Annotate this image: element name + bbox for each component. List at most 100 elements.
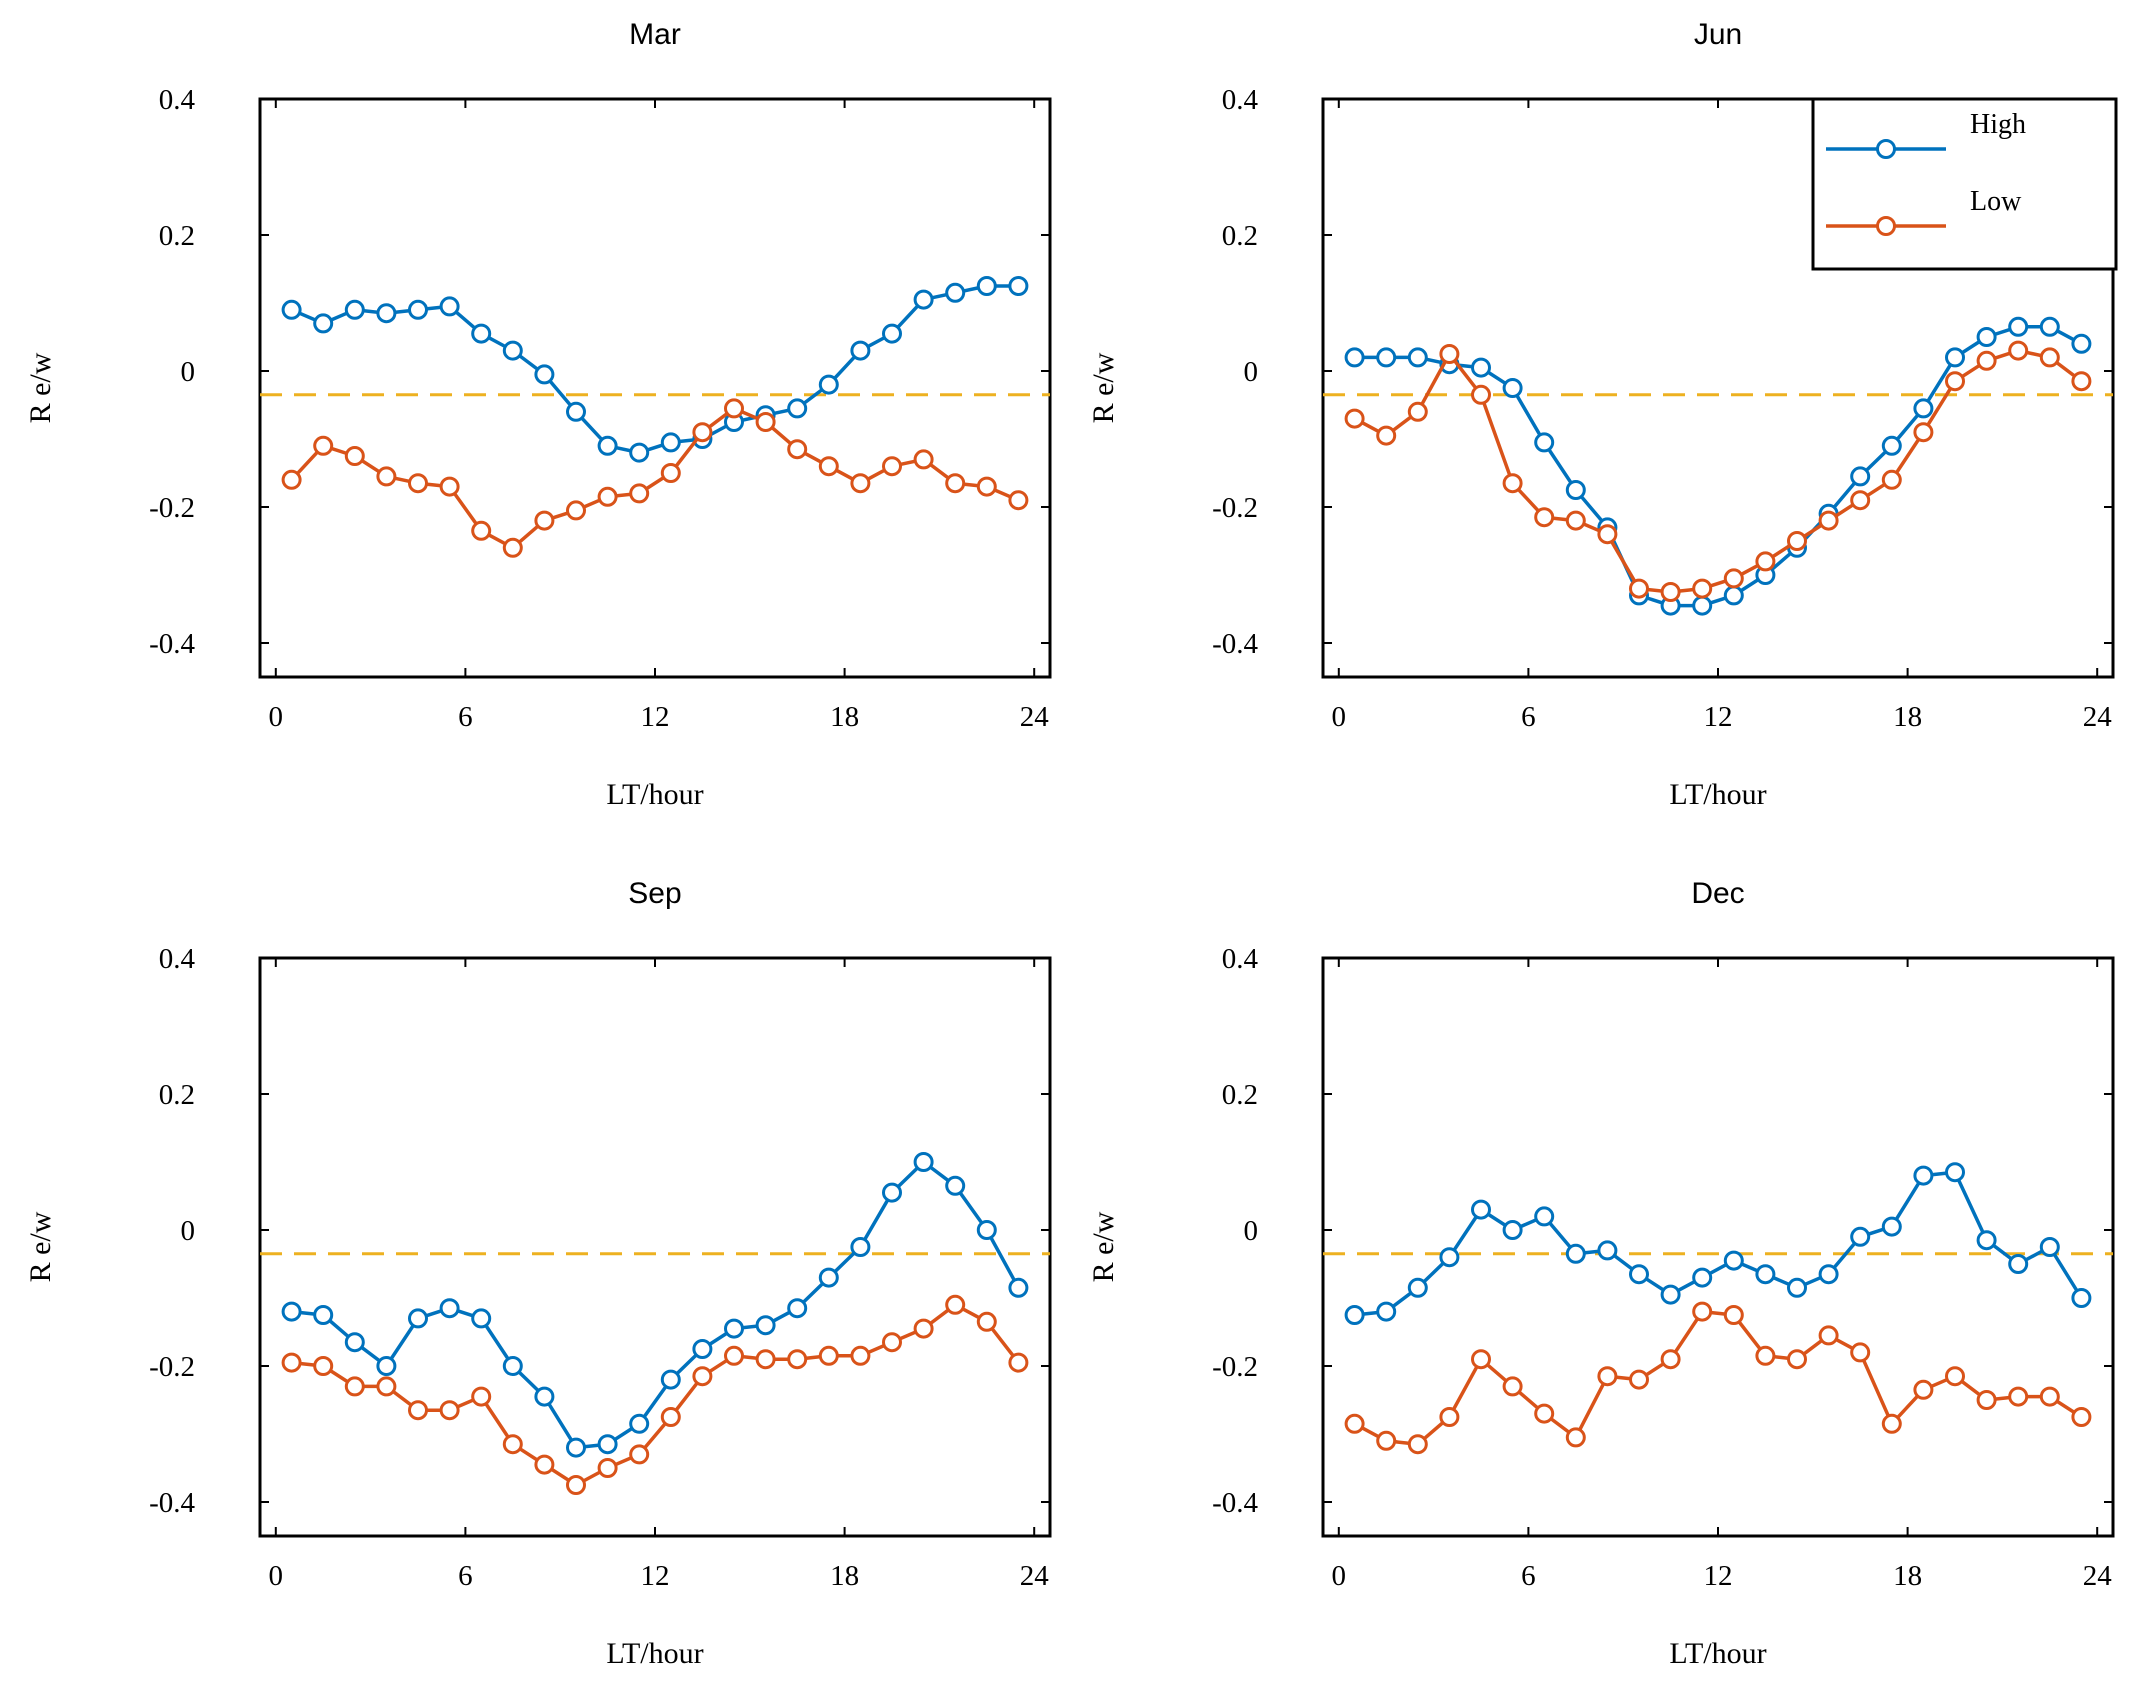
data-point-low xyxy=(818,1345,839,1366)
data-point-high xyxy=(787,1298,808,1319)
panel-mar: Mar 0.4 0.2 0 -0.2 -0.4 0 6 12 18 24 LT/hour R e/w xyxy=(24,18,1052,811)
data-point-low xyxy=(1945,1366,1965,1387)
data-point-low xyxy=(724,398,744,419)
data-point-low xyxy=(1597,1366,1618,1387)
data-point-low xyxy=(1439,1407,1460,1427)
y-axis-label: R e/w xyxy=(24,1211,57,1282)
panel-dec: Dec 0.4 0.2 0 -0.2 -0.4 0 6 12 18 24 LT/hour R e/w xyxy=(1087,877,2115,1670)
legend-marker-low xyxy=(1876,216,1896,236)
data-point-high xyxy=(1787,1277,1807,1298)
data-point-low xyxy=(1660,582,1681,602)
data-point-high xyxy=(850,1237,871,1257)
data-point-high xyxy=(1976,1230,1997,1251)
data-point-high xyxy=(1881,1216,1902,1237)
x-tick-label: 6 xyxy=(458,1560,473,1592)
y-axis-label: R e/w xyxy=(1087,1211,1120,1282)
data-point-low xyxy=(882,456,902,477)
data-point-low xyxy=(724,1345,744,1366)
data-point-low xyxy=(1008,1352,1029,1373)
chart-title: Sep xyxy=(628,877,681,910)
x-tick-label: 18 xyxy=(830,701,859,733)
y-axis-label: R e/w xyxy=(24,352,57,423)
legend-box xyxy=(1811,97,2118,271)
y-tick-label: -0.2 xyxy=(149,1351,195,1383)
series-line-high xyxy=(1354,1170,2083,1317)
data-point-high xyxy=(1692,595,1713,616)
x-tick-label: 6 xyxy=(458,701,473,733)
data-point-low xyxy=(1850,490,1871,511)
data-point-high xyxy=(439,296,460,317)
data-point-high xyxy=(818,374,839,395)
data-point-low xyxy=(1976,350,1997,371)
data-point-low xyxy=(818,456,839,477)
data-point-low xyxy=(1818,510,1839,531)
data-point-high xyxy=(313,1305,334,1325)
x-tick-label: 12 xyxy=(641,701,670,733)
data-point-low xyxy=(1376,1430,1397,1451)
data-point-low xyxy=(629,1444,650,1465)
data-point-high xyxy=(1723,1250,1744,1271)
data-point-low xyxy=(376,1376,397,1397)
data-point-low xyxy=(945,473,966,494)
y-tick-label: -0.2 xyxy=(1212,492,1258,524)
y-tick-label: -0.4 xyxy=(149,628,195,660)
data-point-low xyxy=(1344,408,1365,429)
data-point-low xyxy=(787,439,808,460)
data-point-high xyxy=(1534,432,1555,453)
x-tick-label: 6 xyxy=(1521,1560,1536,1592)
data-point-low xyxy=(597,1458,618,1478)
data-point-high xyxy=(408,1308,428,1329)
data-point-low xyxy=(313,435,334,456)
data-point-high xyxy=(1376,1301,1397,1322)
data-point-high xyxy=(1913,1165,1934,1186)
data-point-high xyxy=(2071,1288,2092,1308)
data-point-low xyxy=(755,412,776,432)
data-point-high xyxy=(376,1356,397,1376)
data-point-high xyxy=(1755,1264,1776,1285)
panel-sep: Sep 0.4 0.2 0 -0.2 -0.4 0 6 12 18 24 LT/hour R e/w xyxy=(24,877,1052,1670)
data-point-low xyxy=(1881,1413,1902,1434)
data-point-low xyxy=(945,1294,966,1315)
data-point-high xyxy=(850,340,871,361)
data-point-low xyxy=(1850,1342,1871,1363)
data-point-high xyxy=(1723,585,1744,606)
data-point-low xyxy=(976,1311,997,1332)
data-point-low xyxy=(1471,1349,1491,1370)
y-tick-label: 0.2 xyxy=(1222,1079,1258,1111)
data-point-low xyxy=(1629,578,1649,599)
data-point-high xyxy=(281,299,302,320)
data-point-high xyxy=(566,401,586,422)
data-point-low xyxy=(1976,1390,1997,1410)
data-point-low xyxy=(2039,1386,2060,1407)
data-point-low xyxy=(1692,1301,1713,1322)
data-point-high xyxy=(1597,1240,1618,1261)
data-point-high xyxy=(913,289,934,310)
data-point-low xyxy=(534,1454,555,1475)
data-point-low xyxy=(1913,1379,1934,1400)
data-point-low xyxy=(597,486,618,507)
series-line-low xyxy=(1353,1309,2083,1446)
data-point-high xyxy=(597,1434,618,1455)
data-point-low xyxy=(1565,510,1586,531)
data-point-low xyxy=(1787,531,1807,551)
data-point-high xyxy=(787,398,808,419)
data-point-high xyxy=(408,299,428,320)
data-point-high xyxy=(1818,1264,1839,1285)
data-point-low xyxy=(1534,1403,1555,1424)
data-point-low xyxy=(566,500,586,521)
data-point-low xyxy=(692,422,713,443)
data-point-low xyxy=(2039,347,2060,368)
series-line-low xyxy=(1353,348,2083,594)
data-point-high xyxy=(281,1301,302,1322)
data-point-high xyxy=(1565,1243,1586,1264)
data-point-high xyxy=(755,1315,776,1336)
series-line-low xyxy=(291,1303,1020,1487)
data-point-low xyxy=(534,510,555,531)
data-point-low xyxy=(1407,1434,1428,1455)
data-point-low xyxy=(1439,344,1460,364)
y-tick-label: 0.4 xyxy=(1222,84,1259,116)
data-point-high xyxy=(1534,1206,1555,1227)
data-point-low xyxy=(1471,384,1491,405)
y-tick-label: 0 xyxy=(1244,1215,1259,1247)
